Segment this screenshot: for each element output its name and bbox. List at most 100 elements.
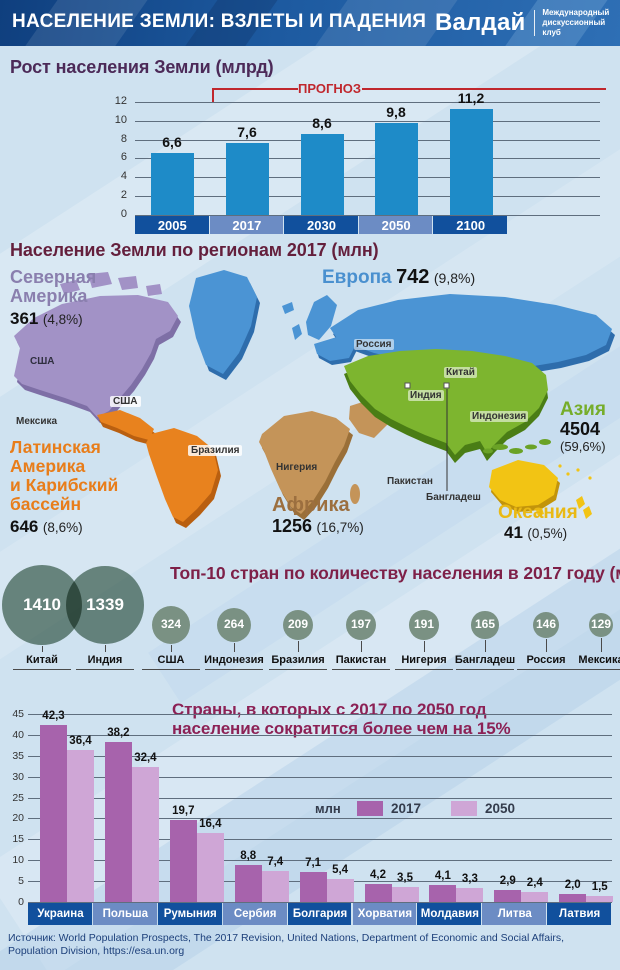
- label-underline: [395, 669, 453, 670]
- y-axis-label: 20: [12, 812, 24, 825]
- region-label-latam: Латинская Америка и Карибский бассейн 64…: [10, 438, 118, 537]
- logo-tagline: Международный дискуссионный клуб: [542, 8, 620, 38]
- world-map: [14, 270, 615, 528]
- x-axis-label: Сербия: [233, 908, 277, 920]
- growth-chart: ПРОГНОЗ 0 2 4 6 8 10 12 6,6 2005 7,6 2017 8,6 2030 9,…: [0, 55, 620, 235]
- growth-chart-title: Рост населения Земли (млрд): [10, 57, 274, 77]
- country-label-text: Россия: [354, 339, 394, 350]
- gridline: [28, 839, 612, 841]
- region-europe: [292, 324, 302, 340]
- forecast-bracket-line: [362, 88, 606, 90]
- x-axis-label: Болгария: [292, 908, 348, 920]
- bar-2050: [261, 871, 289, 902]
- y-axis-label: 25: [12, 791, 24, 804]
- x-axis-label: Румыния: [163, 908, 217, 920]
- x-axis-segment: [358, 216, 433, 234]
- region-pct: (9,8%): [433, 270, 476, 286]
- region-pct: (59,6%): [560, 439, 606, 454]
- circle-leader-line: [105, 644, 106, 652]
- region-label-europe: Европа 742 (9,8%): [322, 266, 475, 289]
- circle-country-label: Бразилия: [271, 654, 325, 666]
- x-axis-label: Польша: [102, 908, 149, 920]
- x-axis-segment: [284, 216, 358, 234]
- country-label-text: Индия: [408, 390, 444, 401]
- region-new-guinea: [539, 439, 551, 445]
- bar-2017: [234, 865, 262, 902]
- region-name: бассейн: [10, 494, 82, 514]
- circle-value-label: 324: [160, 617, 182, 631]
- region-value: 41: [504, 523, 523, 542]
- bar-value-label: 42,3: [42, 710, 65, 723]
- y-axis-label: 5: [18, 875, 24, 888]
- bar-value-label: 1,5: [591, 880, 608, 893]
- header: НАСЕЛЕНИЕ ЗЕМЛИ: ВЗЛЕТЫ И ПАДЕНИЯ Валдай…: [0, 0, 620, 46]
- x-axis-label: Хорватия: [357, 908, 413, 920]
- bar-value-label: 3,5: [397, 872, 413, 885]
- region-pct: (4,8%): [42, 312, 83, 327]
- bar-value-label: 3,3: [461, 873, 478, 886]
- label-underline: [76, 669, 134, 670]
- region-north-america: [88, 272, 112, 288]
- region-indonesia: [483, 448, 493, 454]
- region-pct: (16,7%): [316, 520, 364, 535]
- bar-2017: [494, 889, 522, 902]
- decline-chart: 0 5 10 15 20 25 30 35 40 45 42,3 36,4 Украина 38,2 32,…: [0, 690, 620, 940]
- growth-bar: [150, 152, 194, 215]
- source-line2: Population Division, https://esa.un.org: [8, 945, 185, 957]
- population-circle: [471, 611, 499, 639]
- bar-value-label: 7,4: [267, 856, 284, 869]
- y-axis-label: 8: [120, 132, 127, 145]
- region-north-america: [14, 295, 178, 417]
- decline-legend: млн 2017 2050: [0, 800, 620, 818]
- x-axis-label: 2100: [456, 218, 486, 233]
- bar-value-label: 36,4: [69, 734, 92, 747]
- country-label-bangladesh: Бангладеш: [426, 492, 481, 503]
- map-title: Население Земли по регионам 2017 (млн): [10, 240, 379, 260]
- circle-leader-line: [361, 640, 362, 652]
- bar-2050: [391, 887, 419, 902]
- population-circle: [409, 610, 439, 640]
- x-axis-label: 2030: [307, 218, 336, 233]
- bar-2017: [364, 884, 392, 902]
- y-axis-label: 35: [12, 749, 24, 762]
- label-underline: [269, 669, 327, 670]
- bar-2050: [131, 766, 159, 902]
- gridline: [28, 734, 612, 736]
- bar-2050: [67, 749, 94, 902]
- y-axis-label: 0: [18, 896, 24, 908]
- circle-leader-line: [424, 640, 425, 652]
- label-underline: [456, 669, 514, 670]
- country-label-text: Бразилия: [188, 445, 243, 456]
- region-australia: [489, 460, 558, 507]
- circle-leader-line: [485, 639, 486, 652]
- circle-country-label: Индонезия: [204, 654, 264, 666]
- y-axis-label: 15: [12, 833, 24, 846]
- bar-2017: [40, 725, 67, 902]
- label-underline: [142, 669, 200, 670]
- region-europe: [306, 295, 337, 340]
- region-north-america: [146, 284, 162, 296]
- y-axis-label: 2: [120, 189, 127, 202]
- bar-2017: [104, 742, 132, 902]
- label-underline: [205, 669, 263, 670]
- circle-value-label: 209: [287, 617, 309, 631]
- circle-leader-line: [234, 643, 235, 652]
- circle-value-label: 1339: [86, 595, 124, 614]
- bar-value-label: 6,6: [162, 133, 182, 150]
- region-russia: [330, 294, 612, 369]
- bar-value-label: 5,4: [332, 864, 349, 877]
- bar-2050: [521, 891, 549, 902]
- bar-value-label: 19,7: [172, 804, 195, 817]
- region-tasmania: [536, 508, 544, 516]
- circle-value-label: 129: [590, 617, 612, 631]
- logo-tagline-line2: дискуссионный клуб: [542, 18, 606, 37]
- bar-value-label: 9,8: [386, 103, 406, 120]
- x-axis-segment: [28, 903, 92, 925]
- region-pacific-island: [566, 472, 570, 476]
- bar-2017: [429, 884, 457, 902]
- x-axis-segment: [287, 903, 352, 925]
- gridline: [135, 101, 600, 103]
- bar-2017: [299, 872, 327, 902]
- legend-swatch-2017: [357, 801, 383, 816]
- bar-value-label: 16,4: [199, 818, 222, 831]
